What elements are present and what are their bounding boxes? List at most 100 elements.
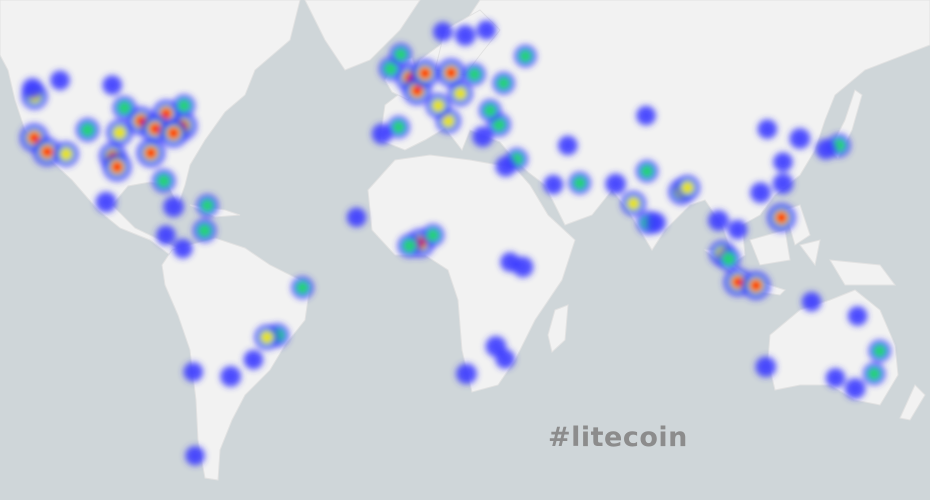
heat-point (290, 275, 315, 300)
heat-point (715, 246, 742, 272)
new-zealand (899, 384, 926, 421)
heat-point (155, 224, 177, 247)
heat-point (491, 71, 516, 96)
heat-point (172, 237, 194, 260)
heat-point-ring (145, 147, 157, 159)
heat-point-ring (104, 77, 121, 93)
heat-point-ring (158, 227, 174, 244)
heat-point (772, 151, 794, 173)
heat-point-ring (24, 80, 41, 97)
heat-point (171, 93, 197, 118)
heat-layer (18, 19, 892, 467)
heat-point-ring (638, 107, 654, 124)
eurasia (379, 0, 930, 263)
heat-point (478, 98, 503, 123)
heat-point (766, 202, 797, 234)
heat-point-ring (442, 114, 455, 128)
heat-point-ring (80, 122, 95, 137)
heat-point (674, 174, 701, 202)
heat-point-ring (849, 308, 866, 324)
heat-point-ring (97, 193, 115, 211)
heat-point-ring (681, 181, 694, 194)
heat-point-ring (177, 99, 191, 113)
heat-point-ring (260, 331, 274, 344)
heat-point (52, 140, 80, 168)
heat-point (499, 251, 521, 273)
heat-point (800, 290, 823, 313)
heat-point-ring (757, 358, 775, 376)
heat-point (740, 270, 772, 301)
heat-point (184, 444, 206, 467)
heat-point-ring (774, 175, 792, 192)
heat-point (707, 209, 730, 232)
heat-point-ring (435, 23, 451, 40)
heat-point (345, 206, 368, 229)
heat-point-ring (174, 240, 191, 257)
heat-point-ring (817, 140, 835, 158)
south-america (161, 237, 311, 481)
heat-point-ring (111, 161, 123, 173)
heat-point (101, 74, 123, 96)
heat-point (513, 43, 538, 69)
heat-point-ring (607, 175, 625, 193)
heat-point-ring (458, 365, 475, 383)
heat-point (151, 168, 177, 194)
heat-point-ring (168, 127, 180, 139)
heat-point (756, 118, 779, 140)
heat-point-ring (545, 176, 562, 193)
heat-point (18, 122, 50, 154)
africa (367, 154, 576, 393)
heat-point (101, 151, 133, 183)
heat-point (191, 217, 218, 244)
heat-point (754, 355, 778, 379)
heat-point-ring (759, 121, 776, 137)
heat-point (453, 24, 477, 47)
heat-point-ring (640, 164, 654, 178)
heat-point-ring (750, 279, 762, 292)
heat-point-ring (456, 27, 474, 44)
heat-point-ring (559, 137, 576, 154)
heat-point-ring (721, 252, 736, 266)
heat-point (74, 117, 101, 143)
heat-point (242, 348, 265, 371)
heat-point-ring (411, 85, 423, 97)
heat-point (542, 173, 565, 196)
heat-point (771, 172, 795, 196)
heat-point-ring (518, 49, 533, 63)
heat-point-ring (245, 351, 262, 368)
heat-point-ring (60, 147, 73, 161)
heat-point (604, 172, 628, 196)
heat-point-ring (373, 125, 391, 143)
heat-point (158, 117, 190, 149)
heat-point (94, 190, 118, 214)
heat-point (111, 95, 138, 121)
heat-point-ring (383, 61, 398, 76)
heat-point-ring (627, 197, 640, 210)
heat-point-ring (222, 368, 240, 385)
heat-point-ring (41, 146, 53, 158)
heat-point (824, 367, 847, 389)
heat-point (462, 62, 487, 87)
heat-point-ring (113, 126, 126, 140)
heat-point (409, 57, 441, 89)
heat-point (424, 92, 452, 120)
heat-point (749, 181, 773, 205)
heat-point-ring (392, 120, 406, 134)
heat-point (195, 193, 220, 218)
heat-point-ring (165, 198, 182, 216)
heat-point (455, 362, 478, 386)
heat-point-ring (803, 293, 820, 310)
heat-point-ring (483, 103, 497, 118)
heat-point-ring (478, 22, 495, 38)
heat-point-ring (502, 254, 518, 270)
heat-point-ring (710, 212, 727, 229)
heat-point-ring (752, 184, 769, 202)
heat-point-ring (402, 238, 417, 253)
heat-point-ring (497, 76, 511, 90)
heat-point (388, 42, 413, 67)
heat-point (494, 348, 516, 370)
heat-point (253, 323, 281, 351)
heat-point (635, 104, 657, 127)
heat-point-ring (827, 370, 844, 386)
